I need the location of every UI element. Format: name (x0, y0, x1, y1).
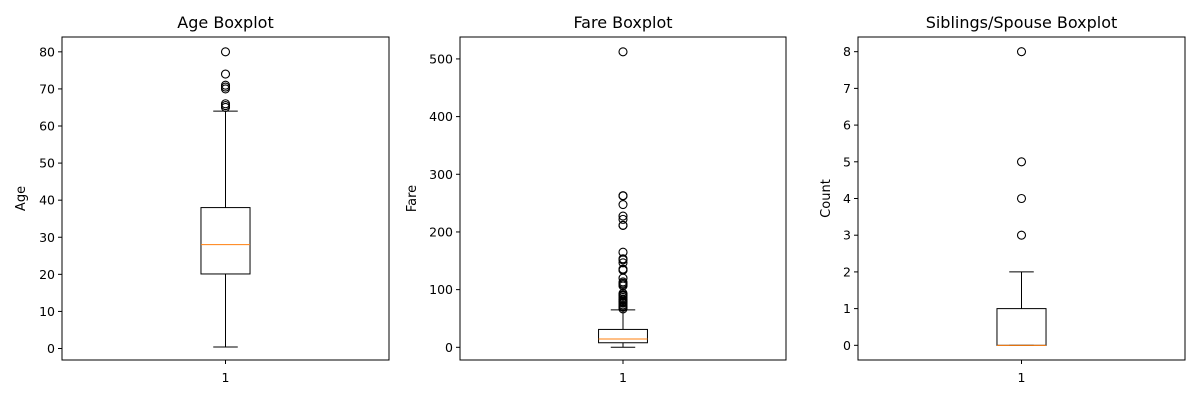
age-boxplot-panel: Age Boxplot Age 0 10 20 30 40 50 60 70 80 1 (14, 13, 390, 385)
y-tick-label: 7 (843, 81, 851, 96)
outlier-point (618, 220, 628, 230)
y-tick-label: 0 (843, 338, 851, 353)
plot-area: 0 1 2 3 4 5 6 7 8 (843, 44, 1047, 364)
outlier-point (618, 264, 628, 274)
y-tick-label: 40 (39, 193, 55, 208)
chart-title: Fare Boxplot (573, 13, 672, 32)
y-tick-label: 10 (39, 304, 55, 319)
y-tick-label: 70 (39, 81, 55, 96)
plot-area: 0 10 20 30 40 50 60 70 80 (39, 44, 251, 364)
outlier-point (618, 247, 628, 257)
outlier-point (618, 288, 628, 298)
x-tick-label: 1 (619, 370, 627, 385)
x-tick-label: 1 (222, 370, 230, 385)
iqr-box (598, 328, 648, 344)
x-tick-label: 1 (1018, 370, 1026, 385)
y-tick-label: 80 (39, 44, 55, 59)
outlier-point (1016, 47, 1027, 57)
y-tick-label: 6 (843, 118, 851, 133)
y-axis-label: Age (14, 186, 29, 211)
outlier-point (618, 214, 628, 224)
y-tick-label: 4 (843, 191, 851, 206)
y-tick-label: 200 (429, 224, 453, 239)
y-tick-label: 50 (39, 156, 55, 171)
y-tick-label: 0 (445, 340, 453, 355)
axes-frame (61, 36, 390, 361)
y-tick-label: 8 (843, 44, 851, 59)
chart-title: Siblings/Spouse Boxplot (926, 13, 1118, 32)
y-tick-label: 2 (843, 264, 851, 279)
outlier-point (1016, 157, 1027, 167)
outlier-point (618, 191, 628, 201)
outlier-point (220, 69, 231, 79)
y-tick-label: 1 (843, 301, 851, 316)
outlier-point (1016, 230, 1027, 240)
outlier-point (618, 200, 628, 210)
y-tick-label: 20 (39, 267, 55, 282)
outlier-point (618, 277, 628, 287)
siblings-spouse-boxplot-panel: Siblings/Spouse Boxplot Count 012345678 … (819, 13, 1186, 385)
fare-boxplot-panel: Fare Boxplot Fare 0 100 200 300 400 500 1 (405, 13, 787, 385)
axes-frame (459, 36, 787, 361)
y-tick-label: 60 (39, 119, 55, 134)
y-tick-label: 30 (39, 230, 55, 245)
y-tick-label: 0 (47, 341, 55, 356)
y-axis-label: Fare (405, 185, 420, 212)
outlier-point (618, 258, 628, 268)
chart-title: Age Boxplot (177, 13, 273, 32)
iqr-box (200, 207, 251, 275)
plot-area: 0 100 200 300 400 500 (429, 47, 648, 364)
outlier-point (618, 254, 628, 264)
outlier-point (1016, 193, 1027, 204)
outlier-point (618, 47, 628, 57)
outlier-point (220, 80, 231, 90)
axes-frame (857, 36, 1186, 361)
y-tick-label: 400 (429, 109, 453, 124)
y-tick-label: 100 (429, 282, 453, 297)
outlier-point (220, 47, 231, 57)
y-tick-label: 3 (843, 228, 851, 243)
outlier-point (220, 99, 231, 109)
y-axis-label: Count (819, 179, 834, 218)
y-tick-label: 500 (429, 51, 453, 66)
outlier-point (618, 211, 628, 221)
y-tick-label: 300 (429, 167, 453, 182)
y-tick-label: 5 (843, 154, 851, 169)
